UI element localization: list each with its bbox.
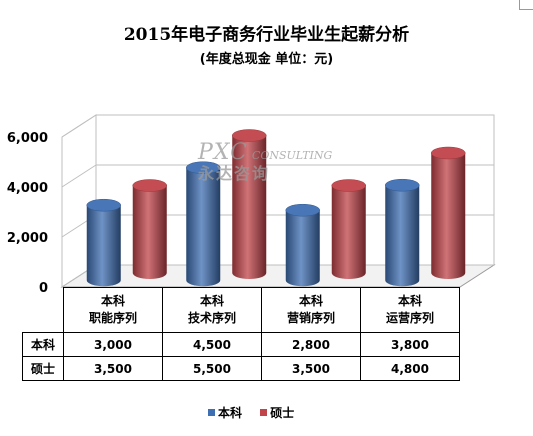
table-row: 硕士 3,500 5,500 3,500 4,800 (22, 356, 460, 381)
category-line-2: 职能序列 (88, 311, 137, 325)
value-cell: 3,800 (360, 332, 460, 357)
bar-body (385, 185, 420, 287)
value-cell: 4,500 (162, 332, 262, 357)
value-cell: 3,000 (63, 332, 163, 357)
category-line-2: 运营序列 (385, 311, 434, 325)
bar-top (385, 178, 420, 192)
legend-label: 本科 (218, 406, 243, 420)
category-line-1: 本科 (100, 294, 125, 308)
watermark-brand: PXC (198, 140, 248, 165)
table-header-row: 本科职能序列 本科技术序列 本科营销序列 本科运营序列 (22, 287, 460, 333)
bar-硕士-0 (132, 179, 167, 279)
category-line-1: 本科 (199, 294, 224, 308)
watermark-text: CONSULTING (251, 149, 333, 162)
value-cell: 2,800 (261, 332, 361, 357)
table-category-cell: 本科 营销序列 (261, 287, 361, 333)
bar-本科-3 (385, 178, 420, 287)
corner-mark (519, 0, 533, 10)
bar-top (232, 129, 267, 142)
y-tick-label: 4,000 (7, 181, 48, 196)
bar-body (431, 153, 466, 279)
floor (60, 264, 496, 288)
table-corner (22, 287, 64, 333)
bar-硕士-3 (431, 146, 466, 279)
bar-本科-2 (285, 203, 320, 287)
value-cell: 5,500 (162, 356, 262, 381)
value-cell: 3,500 (261, 356, 361, 381)
chart-title: 2015年电子商务行业毕业生起薪分析 (123, 25, 410, 45)
table-category-cell: 本科 技术序列 (162, 287, 262, 333)
category-line-2: 营销序列 (286, 311, 335, 325)
legend-swatch (260, 409, 268, 416)
bar-body (232, 135, 267, 279)
category-line-2: 技术序列 (187, 311, 236, 325)
legend-item: 本科 (208, 404, 242, 421)
bar-top (186, 161, 221, 174)
bar-top (86, 198, 121, 212)
value-cell: 4,800 (360, 356, 460, 381)
chart-subtitle: (年度总现金 单位：元) (199, 52, 334, 67)
bar-top (285, 203, 320, 217)
category-line-1: 本科 (397, 294, 422, 308)
watermark-cn: 永达咨询 (198, 164, 271, 183)
bars-layer (86, 129, 466, 287)
value-cell: 3,500 (63, 356, 163, 381)
bar-body (186, 167, 221, 287)
y-tick-label: 6,000 (7, 131, 48, 146)
bar-硕士-2 (331, 179, 366, 279)
watermark: PXC CONSULTING 永达咨询 (198, 140, 333, 183)
legend-item: 硕士 (260, 404, 294, 421)
legend-swatch (208, 409, 215, 416)
bar-body (86, 205, 121, 287)
legend-label: 硕士 (270, 406, 295, 420)
bar-body (285, 210, 320, 287)
bar-top (331, 179, 366, 192)
data-table: 本科 职能序列 本科 技术序列 本科 营销序列 本科 运营序列 本科 3,000 4,5… (22, 287, 460, 381)
table-category-cell: 本科 职能序列 (63, 287, 163, 333)
category-line-1: 本科 (298, 294, 323, 308)
gridline-side (61, 164, 97, 188)
series-name-cell: 本科 (22, 332, 64, 357)
series-name-cell: 硕士 (22, 356, 64, 381)
bar-本科-0 (86, 198, 121, 287)
legend: 本科 硕士 (208, 404, 308, 421)
bar-body (132, 185, 167, 279)
bar-本科-1 (186, 161, 221, 287)
bar-硕士-1 (232, 129, 267, 279)
bar-body (331, 185, 366, 279)
table-row: 本科 3,000 4,500 2,800 3,800 (22, 332, 460, 357)
bar-top (132, 179, 167, 192)
y-tick-label: 2,000 (7, 231, 48, 246)
table-category-cell: 本科 运营序列 (360, 287, 460, 333)
bar-top (431, 146, 466, 160)
gridline-side (61, 114, 97, 138)
